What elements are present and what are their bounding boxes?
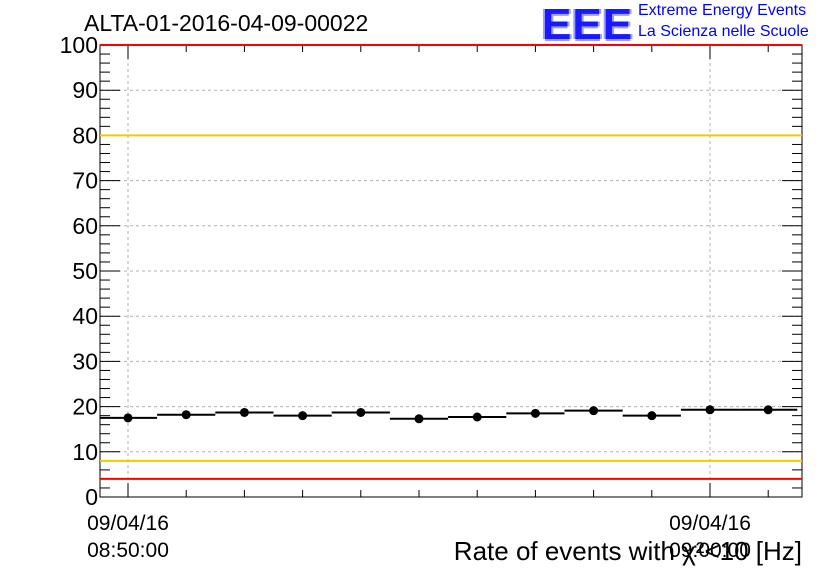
chart-title: ALTA-01-2016-04-09-00022 (84, 10, 369, 36)
data-point (414, 414, 424, 424)
y-tick-label: 40 (72, 303, 98, 329)
data-point (589, 406, 599, 416)
logo-text-line2: La Scienza nelle Scuole (638, 23, 809, 40)
y-tick-label: 60 (72, 213, 98, 239)
x-tick-label-date: 09/04/16 (669, 512, 751, 535)
y-tick-label: 100 (60, 32, 98, 58)
y-tick-label: 80 (72, 122, 98, 148)
x-tick-label-time: 09:00:00 (669, 539, 751, 562)
logo-text-line1: Extreme Energy Events (638, 2, 807, 19)
data-point (123, 413, 133, 423)
y-tick-label: 20 (72, 394, 98, 420)
y-tick-label: 70 (72, 168, 98, 194)
data-point (705, 405, 715, 415)
y-tick-label: 30 (72, 348, 98, 374)
eee-logo: EEE Extreme Energy Events La Scienza nel… (542, 0, 832, 49)
data-point (239, 407, 249, 417)
y-tick-label: 50 (72, 258, 98, 284)
x-tick-label-date: 09/04/16 (87, 512, 169, 535)
data-point (763, 405, 773, 415)
data-point (647, 411, 657, 421)
x-tick-label-time: 08:50:00 (87, 539, 169, 562)
data-point (472, 412, 482, 422)
data-point (356, 407, 366, 417)
x-axis-title: Rate of events with χ²<10 [Hz] (453, 536, 802, 566)
data-point (530, 408, 540, 418)
data-point (181, 410, 191, 420)
eee-logo-mark: EEE (542, 0, 634, 49)
data-point (298, 411, 308, 421)
y-tick-label: 90 (72, 77, 98, 103)
y-tick-label: 10 (72, 439, 98, 465)
y-tick-label: 0 (85, 484, 98, 510)
